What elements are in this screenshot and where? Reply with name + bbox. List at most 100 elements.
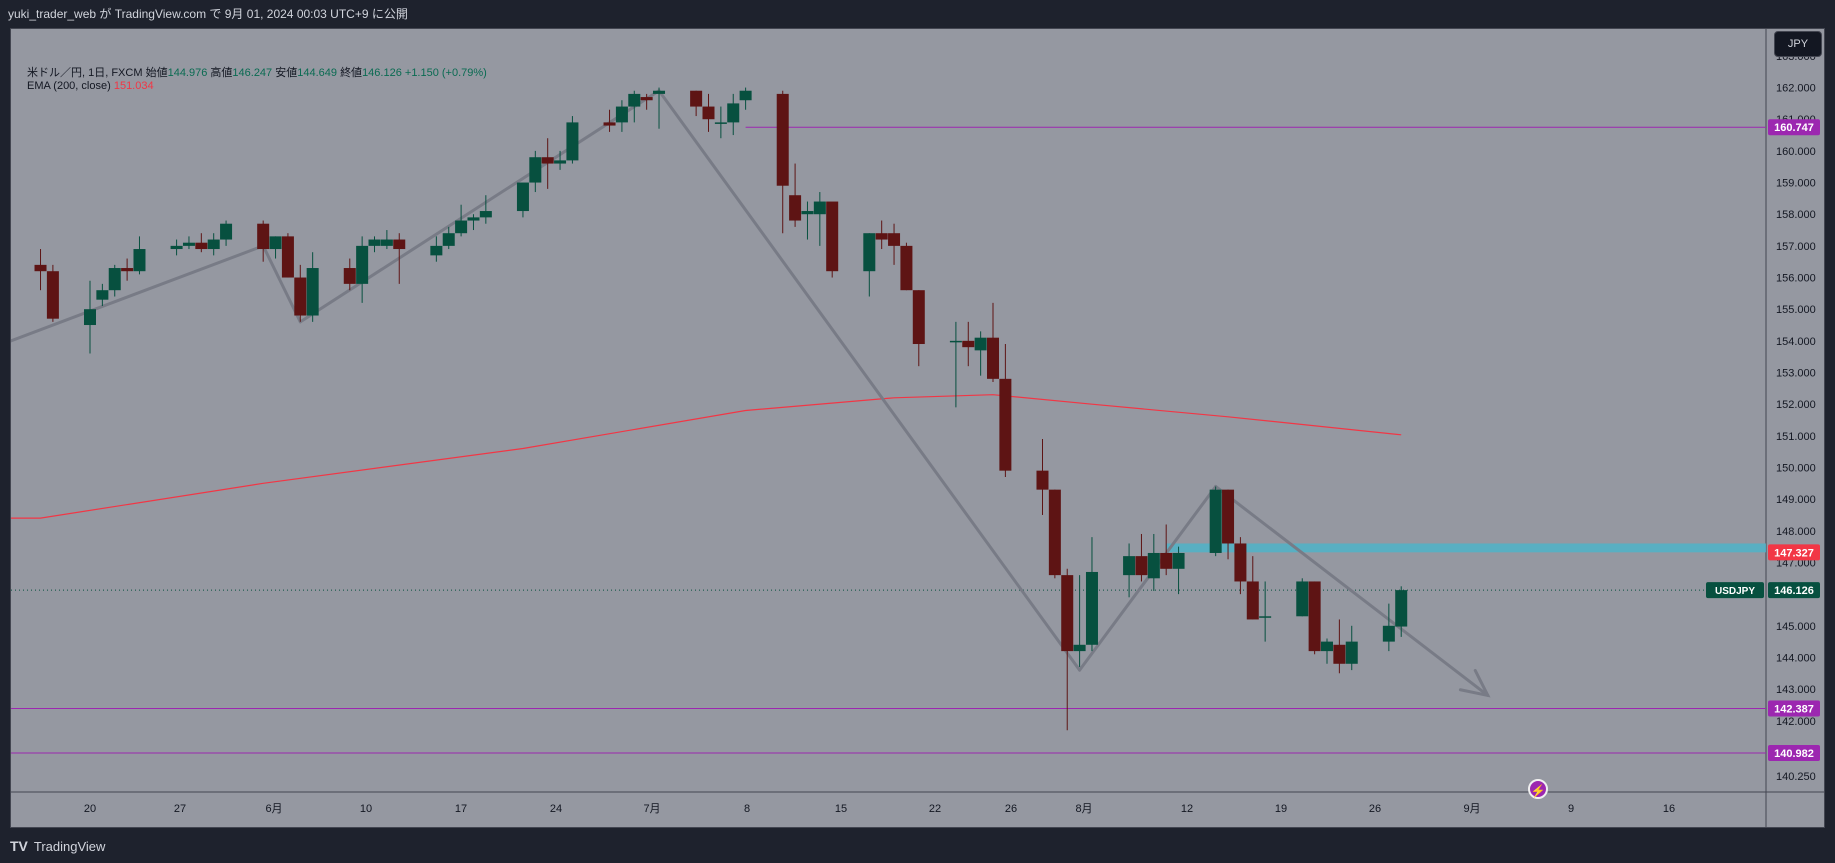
candle-body [380,239,393,246]
x-tick-label: 12 [1181,803,1193,815]
zone-price-tag [1768,544,1820,561]
tradingview-logo-icon: TV [10,838,28,854]
candle-body [34,264,47,272]
candle-body [1048,489,1061,576]
candle-body [1147,552,1160,579]
y-tick-label: 149.000 [1776,494,1816,506]
y-tick-label: 152.000 [1776,399,1816,411]
x-tick-label: 20 [84,803,96,815]
ema-legend-label: EMA (200, close) [27,80,111,92]
candle-body [1333,644,1346,664]
legend-high: 146.247 [232,67,273,79]
x-tick-label: 8 [744,803,750,815]
legend-open: 144.976 [167,67,208,79]
x-tick-label: 26 [1369,803,1381,815]
candle-body [1321,641,1333,652]
candle-body [875,233,888,240]
candle-body [46,271,59,319]
candle-body [108,268,121,291]
candle-body [195,242,208,250]
ema-200-line [11,394,1402,519]
level-price-tag [1768,700,1820,717]
y-tick-label: 158.000 [1776,209,1816,221]
candle-body [257,223,270,250]
currency-button[interactable]: JPY [1774,31,1822,57]
x-tick-label: 22 [929,803,941,815]
candle-body [207,239,220,250]
y-tick-label: 145.000 [1776,621,1816,633]
legend-open-label: 始値 [145,67,168,79]
legend-low-label: 安値 [275,67,298,79]
x-tick-label: 24 [550,803,562,815]
trend-line [261,244,302,324]
candle-body [566,122,579,161]
x-tick-label: 26 [1005,803,1017,815]
resistance-zone [1166,543,1766,553]
y-tick-label: 151.000 [1776,431,1816,443]
candle-body [121,268,134,272]
ema-legend-value: 151.034 [113,80,154,92]
candle-body [962,340,975,348]
level-price-label: 140.982 [1774,748,1814,760]
y-tick-label: 150.000 [1776,462,1816,474]
candle-body [516,182,529,212]
y-tick-label: 143.000 [1776,684,1816,696]
price-axis-panel [1766,29,1824,827]
level-price-tag [1768,744,1820,761]
legend-close: 146.126 [362,67,402,79]
lightning-icon[interactable]: ⚡ [1528,779,1548,799]
level-price-tag [1768,119,1820,136]
y-tick-label: 144.000 [1776,652,1816,664]
x-tick-label: 27 [174,803,186,815]
candle-body [1395,590,1408,627]
candle-body [96,290,109,300]
candle-body [1061,575,1074,652]
y-tick-label: 142.000 [1776,716,1816,728]
candle-body [702,106,715,120]
candle-body [1036,470,1049,490]
legend-symbol: 米ドル／円, 1日, FXCM [27,67,143,79]
x-tick-label: 10 [360,803,372,815]
y-tick-label: 154.000 [1776,336,1816,348]
current-price-label: 146.126 [1774,585,1814,597]
candle-body [269,236,282,250]
candle-body [368,239,381,246]
x-tick-label: 16 [1663,803,1675,815]
candle-body [949,340,962,343]
publish-info: yuki_trader_web が TradingView.com で 9月 0… [0,0,1835,28]
y-tick-label: 148.000 [1776,526,1816,538]
candle-body [467,217,480,221]
zone-price-label: 147.327 [1774,547,1814,559]
candle-body [430,245,443,256]
current-price-tag [1768,582,1820,599]
candle-body [1234,543,1247,582]
candle-body [281,236,294,278]
chart-pane[interactable]: 163.000162.000161.000160.000159.000158.0… [10,28,1825,828]
candle-body [1246,581,1259,620]
x-tick-label: 6月 [265,803,282,815]
y-tick-label: 153.000 [1776,368,1816,380]
ohlc-legend: 米ドル／円, 1日, FXCM 始値144.976 高値146.247 安値 14… [27,64,487,80]
legend-close-label: 終値 [340,67,363,79]
candle-body [455,220,468,234]
candle-body [1123,556,1136,576]
candle-body [653,90,666,94]
candlestick-chart[interactable]: 163.000162.000161.000160.000159.000158.0… [11,29,1824,827]
candle-body [220,223,233,240]
legend-high-label: 高値 [210,67,233,79]
candle-body [727,103,740,123]
candle-body [84,309,96,326]
candle-body [776,93,789,186]
tradingview-brand[interactable]: TV TradingView [10,838,105,854]
candle-body [888,233,901,246]
candle-body [343,268,356,284]
trend-line [1078,484,1218,672]
candle-body [912,290,925,345]
candle-body [479,211,492,218]
candle-body [900,245,913,291]
symbol-tag [1706,582,1764,599]
candle-body [133,249,146,272]
trend-line [657,89,1082,672]
candle-body [999,378,1012,471]
y-tick-label: 162.000 [1776,83,1816,95]
